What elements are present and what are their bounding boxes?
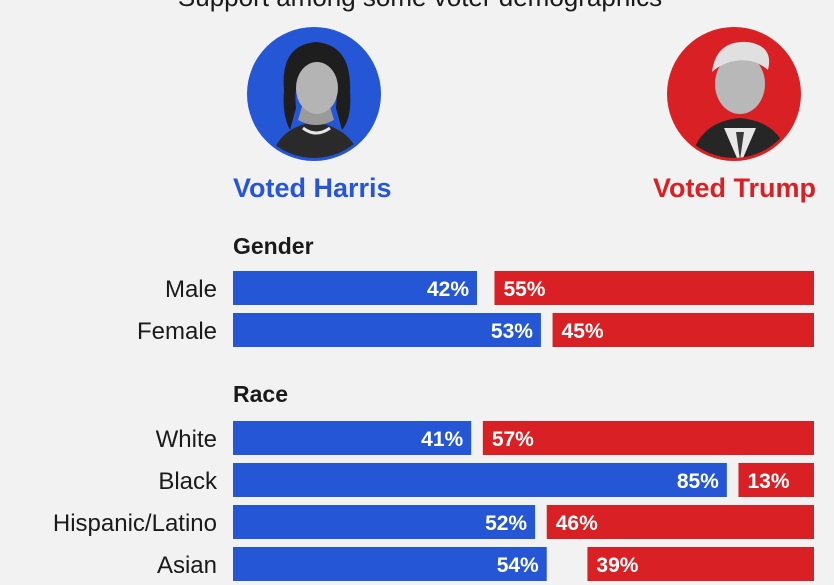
trump-bar [587,547,814,581]
group-gender: Gender Male 42% 55% Female 53% 45% [137,233,814,347]
harris-value-label: 53% [491,320,533,343]
group-title: Gender [233,233,314,259]
trump-bar [738,463,814,497]
row-label: Male [165,276,217,303]
header-text: Support among some voter demographics [178,0,662,12]
trump-bar [494,271,814,305]
row-label: Female [137,318,217,345]
trump-label: Voted Trump [653,173,816,203]
harris-value-label: 85% [677,470,719,493]
trump-value-label: 45% [562,320,604,343]
harris-value-label: 42% [427,278,469,301]
group-race: Race White 41% 57% Black 85% 13% Hispanic/Latin… [53,381,814,581]
row-label: Hispanic/Latino [53,510,217,537]
harris-bar [233,271,478,305]
harris-bar [233,505,536,539]
harris-bar [233,421,472,455]
harris-bar [233,313,541,347]
trump-value-label: 46% [556,512,598,535]
trump-bar [546,505,814,539]
trump-value-label: 39% [596,554,638,577]
harris-bar [233,547,547,581]
trump-bar [552,313,814,347]
harris-value-label: 52% [485,512,527,535]
harris-portrait [247,27,381,161]
trump-value-label: 55% [503,278,545,301]
trump-value-label: 57% [492,428,534,451]
trump-portrait [667,27,801,161]
group-title: Race [233,381,288,407]
harris-bar [233,463,727,497]
row-label: Black [158,468,218,495]
row-label: Asian [157,552,217,579]
harris-value-label: 41% [421,428,463,451]
trump-value-label: 13% [747,470,789,493]
harris-label: Voted Harris [233,173,392,203]
bar-groups: Gender Male 42% 55% Female 53% 45% Race White 41%… [53,233,814,581]
row-label: White [156,426,217,453]
trump-bar [482,421,814,455]
harris-value-label: 54% [497,554,539,577]
